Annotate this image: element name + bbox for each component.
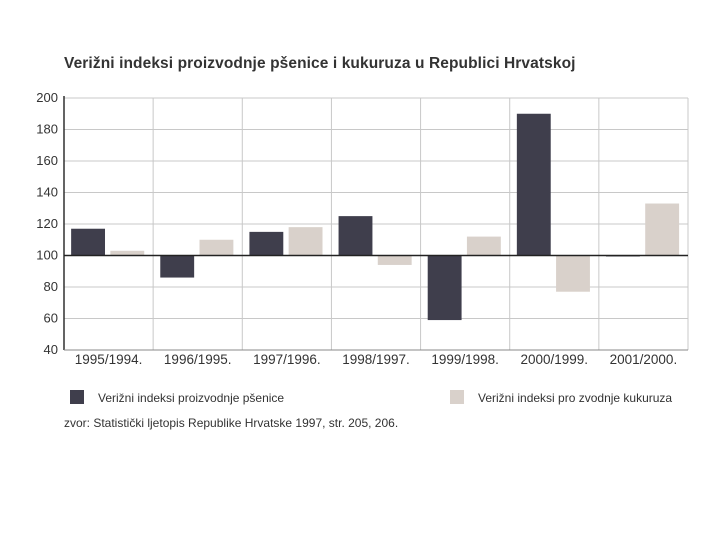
- y-tick-label: 200: [36, 90, 58, 105]
- x-tick-label: 1998/1997.: [342, 352, 410, 367]
- source-note: zvor: Statistički ljetopis Republike Hrv…: [64, 416, 399, 430]
- bar-wheat-5: [427, 255, 462, 321]
- y-tick-label: 120: [36, 216, 58, 231]
- legend-label-corn: Verižni indeksi pro zvodnje kukuruza: [478, 391, 672, 405]
- y-tick-labels: 200 180 160 140 120 100 80 60 40: [36, 90, 58, 357]
- y-tick-label: 80: [44, 279, 58, 294]
- bar-wheat-1: [71, 228, 106, 256]
- bar-wheat-2: [160, 255, 195, 278]
- legend-label-wheat: Verižni indeksi proizvodnje pšenice: [98, 391, 284, 405]
- bar-corn-2: [199, 239, 234, 256]
- bar-corn-3: [288, 227, 323, 256]
- y-tick-label: 60: [44, 311, 58, 326]
- y-tick-label: 140: [36, 185, 58, 200]
- chart-title: Verižni indeksi proizvodnje pšenice i ku…: [64, 55, 576, 72]
- bar-corn-1: [110, 250, 145, 256]
- axes: [63, 96, 688, 351]
- x-tick-label: 2000/1999.: [520, 352, 588, 367]
- bar-corn-7: [645, 203, 680, 256]
- x-tick-label: 1999/1998.: [431, 352, 499, 367]
- x-tick-label: 1996/1995.: [164, 352, 232, 367]
- y-tick-label: 160: [36, 153, 58, 168]
- legend: Verižni indeksi proizvodnje pšenice Veriž…: [70, 390, 672, 405]
- legend-swatch-corn: [450, 390, 464, 404]
- grid-lines: [63, 97, 689, 351]
- bar-corn-4: [377, 255, 412, 265]
- x-tick-label: 1995/1994.: [75, 352, 143, 367]
- bar-wheat-6: [516, 113, 551, 256]
- y-tick-label: 40: [44, 342, 58, 357]
- x-tick-label: 1997/1996.: [253, 352, 321, 367]
- x-tick-labels: 1995/1994. 1996/1995. 1997/1996. 1998/1997.…: [75, 352, 677, 367]
- bar-corn-6: [556, 255, 590, 292]
- y-tick-label: 180: [36, 122, 58, 137]
- bar-corn-5: [466, 236, 501, 256]
- x-tick-label: 2001/2000.: [610, 352, 678, 367]
- bars: [71, 113, 680, 321]
- legend-swatch-wheat: [70, 390, 84, 404]
- bar-wheat-3: [249, 231, 284, 256]
- bar-wheat-4: [338, 216, 373, 256]
- y-tick-label: 100: [36, 248, 58, 263]
